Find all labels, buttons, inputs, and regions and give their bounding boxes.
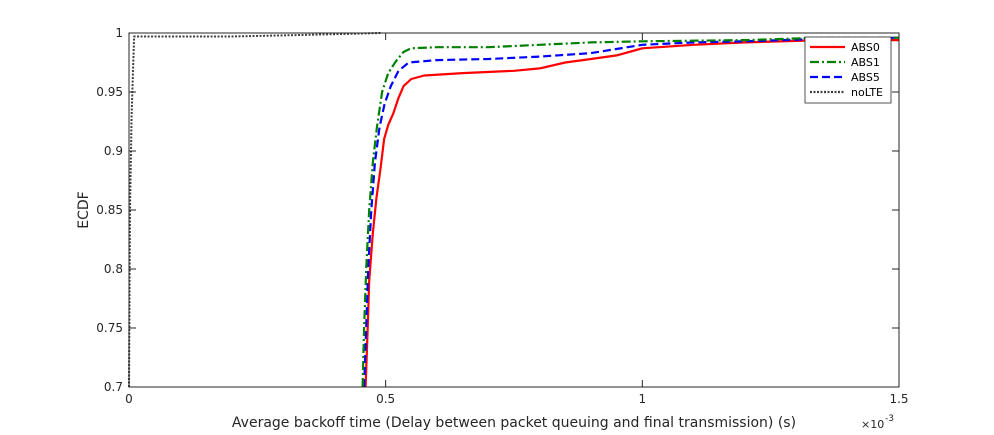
x-tick-label: 0.5 [376, 392, 395, 406]
y-axis-label: ECDF [76, 191, 92, 228]
x-tick-label: 0 [125, 392, 133, 406]
ticks-layer: 0 0.5 1 1.5 0.7 0.75 0.8 0.85 0.9 0.95 1 [96, 26, 908, 406]
series-layer [128, 32, 900, 388]
y-tick-label: 0.85 [96, 203, 123, 217]
y-tick-label: 1 [115, 26, 123, 40]
legend-label-abs5: ABS5 [851, 71, 880, 84]
series-line-nolte [128, 32, 381, 388]
legend-label-abs0: ABS0 [851, 41, 880, 54]
legend: ABS0 ABS1 ABS5 noLTE [804, 36, 892, 104]
y-tick-label: 0.9 [104, 144, 123, 158]
legend-label-nolte: noLTE [851, 86, 883, 99]
y-tick-label: 0.7 [104, 380, 123, 394]
x-axis-label: Average backoff time (Delay between pack… [232, 415, 796, 431]
series-line-abs0 [364, 39, 899, 388]
y-tick-label: 0.75 [96, 321, 123, 335]
legend-label-abs1: ABS1 [851, 56, 880, 69]
x-tick-label: 1.5 [889, 392, 908, 406]
x-axis-multiplier-base: ×10 [861, 418, 884, 431]
plot-area-background [129, 33, 899, 387]
x-tick-label: 1 [639, 392, 647, 406]
x-axis-multiplier: ×10 -3 [861, 414, 894, 431]
series-line-abs5 [363, 36, 900, 388]
y-tick-label: 0.8 [104, 262, 123, 276]
x-axis-multiplier-exponent: -3 [885, 414, 894, 424]
y-tick-label: 0.95 [96, 85, 123, 99]
series-line-abs1 [361, 36, 899, 388]
